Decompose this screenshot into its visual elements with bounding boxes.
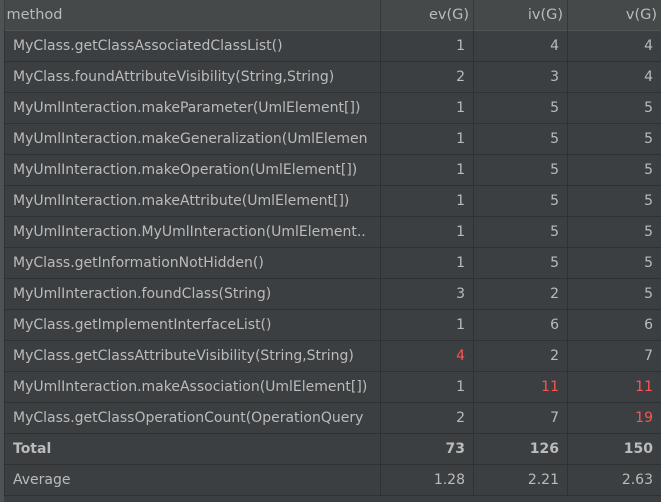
iv-cell: 3 xyxy=(473,61,568,93)
method-cell: MyClass.foundAttributeVisibility(String,… xyxy=(4,61,381,93)
method-cell: MyClass.getClassAssociatedClassList() xyxy=(4,30,381,62)
v-cell: 4 xyxy=(567,30,661,62)
column-header-method[interactable]: method xyxy=(4,0,381,31)
ev-cell: 3 xyxy=(380,278,474,310)
method-cell: MyUmlInteraction.makeAssociation(UmlElem… xyxy=(4,371,381,403)
ev-cell: 1 xyxy=(380,92,474,124)
ev-cell: 2 xyxy=(380,402,474,434)
method-cell: MyClass.getClassAttributeVisibility(Stri… xyxy=(4,340,381,372)
table-row[interactable]: MyClass.getInformationNotHidden() 1 5 5 xyxy=(4,247,661,279)
header-row: method ev(G) iv(G) v(G) xyxy=(4,0,661,31)
method-cell: MyUmlInteraction.makeOperation(UmlElemen… xyxy=(4,154,381,186)
average-row: Average 1.28 2.21 2.63 xyxy=(4,464,661,496)
total-v: 150 xyxy=(567,433,661,465)
iv-cell: 5 xyxy=(473,247,568,279)
v-cell: 4 xyxy=(567,61,661,93)
method-cell: MyClass.getInformationNotHidden() xyxy=(4,247,381,279)
table-row[interactable]: MyUmlInteraction.makeGeneralization(UmlE… xyxy=(4,123,661,155)
iv-cell: 5 xyxy=(473,185,568,217)
iv-cell: 2 xyxy=(473,340,568,372)
v-cell: 5 xyxy=(567,123,661,155)
table-row[interactable]: MyUmlInteraction.foundClass(String) 3 2 5 xyxy=(4,278,661,310)
metrics-table: method ev(G) iv(G) v(G) MyClass.getClass… xyxy=(4,0,661,496)
table-row[interactable]: MyUmlInteraction.makeAttribute(UmlElemen… xyxy=(4,185,661,217)
average-label: Average xyxy=(4,464,381,496)
ev-cell: 1 xyxy=(380,154,474,186)
method-cell: MyClass.getImplementInterfaceList() xyxy=(4,309,381,341)
v-cell: 19 xyxy=(567,402,661,434)
total-iv: 126 xyxy=(473,433,568,465)
iv-cell: 7 xyxy=(473,402,568,434)
table-row[interactable]: MyUmlInteraction.makeOperation(UmlElemen… xyxy=(4,154,661,186)
table-row[interactable]: MyUmlInteraction.MyUmlInteraction(UmlEle… xyxy=(4,216,661,248)
ev-cell: 4 xyxy=(380,340,474,372)
iv-cell: 5 xyxy=(473,123,568,155)
total-label: Total xyxy=(4,433,381,465)
v-cell: 5 xyxy=(567,92,661,124)
method-cell: MyUmlInteraction.makeParameter(UmlElemen… xyxy=(4,92,381,124)
ev-cell: 2 xyxy=(380,61,474,93)
method-cell: MyClass.getClassOperationCount(Operation… xyxy=(4,402,381,434)
ev-cell: 1 xyxy=(380,30,474,62)
table-row[interactable]: MyClass.foundAttributeVisibility(String,… xyxy=(4,61,661,93)
v-cell: 5 xyxy=(567,247,661,279)
column-header-iv[interactable]: iv(G) xyxy=(473,0,581,31)
column-header-ev[interactable]: ev(G) xyxy=(380,0,474,31)
method-cell: MyUmlInteraction.makeAttribute(UmlElemen… xyxy=(4,185,381,217)
iv-cell: 11 xyxy=(473,371,568,403)
iv-cell: 5 xyxy=(473,154,568,186)
table-row[interactable]: MyUmlInteraction.makeParameter(UmlElemen… xyxy=(4,92,661,124)
ev-cell: 1 xyxy=(380,185,474,217)
iv-cell: 4 xyxy=(473,30,568,62)
v-cell: 5 xyxy=(567,216,661,248)
ev-cell: 1 xyxy=(380,247,474,279)
ev-cell: 1 xyxy=(380,216,474,248)
column-header-v[interactable]: v(G) xyxy=(567,0,661,31)
v-cell: 5 xyxy=(567,278,661,310)
ev-cell: 1 xyxy=(380,309,474,341)
total-ev: 73 xyxy=(380,433,474,465)
method-cell: MyUmlInteraction.foundClass(String) xyxy=(4,278,381,310)
ev-cell: 1 xyxy=(380,371,474,403)
average-v: 2.63 xyxy=(567,464,661,496)
v-cell: 11 xyxy=(567,371,661,403)
iv-cell: 6 xyxy=(473,309,568,341)
v-cell: 5 xyxy=(567,185,661,217)
iv-cell: 2 xyxy=(473,278,568,310)
table-row[interactable]: MyClass.getClassOperationCount(Operation… xyxy=(4,402,661,434)
v-cell: 5 xyxy=(567,154,661,186)
average-ev: 1.28 xyxy=(380,464,474,496)
table-row[interactable]: MyClass.getClassAttributeVisibility(Stri… xyxy=(4,340,661,372)
method-cell: MyUmlInteraction.MyUmlInteraction(UmlEle… xyxy=(4,216,381,248)
method-cell: MyUmlInteraction.makeGeneralization(UmlE… xyxy=(4,123,381,155)
iv-cell: 5 xyxy=(473,92,568,124)
table-row[interactable]: MyClass.getClassAssociatedClassList() 1 4 4 xyxy=(4,30,661,62)
left-border xyxy=(0,0,4,502)
iv-cell: 5 xyxy=(473,216,568,248)
average-iv: 2.21 xyxy=(473,464,568,496)
table-row[interactable]: MyClass.getImplementInterfaceList() 1 6 6 xyxy=(4,309,661,341)
table-row[interactable]: MyUmlInteraction.makeAssociation(UmlElem… xyxy=(4,371,661,403)
v-cell: 6 xyxy=(567,309,661,341)
column-header-iv-label: iv(G) xyxy=(527,7,563,23)
total-row: Total 73 126 150 xyxy=(4,433,661,465)
ev-cell: 1 xyxy=(380,123,474,155)
v-cell: 7 xyxy=(567,340,661,372)
